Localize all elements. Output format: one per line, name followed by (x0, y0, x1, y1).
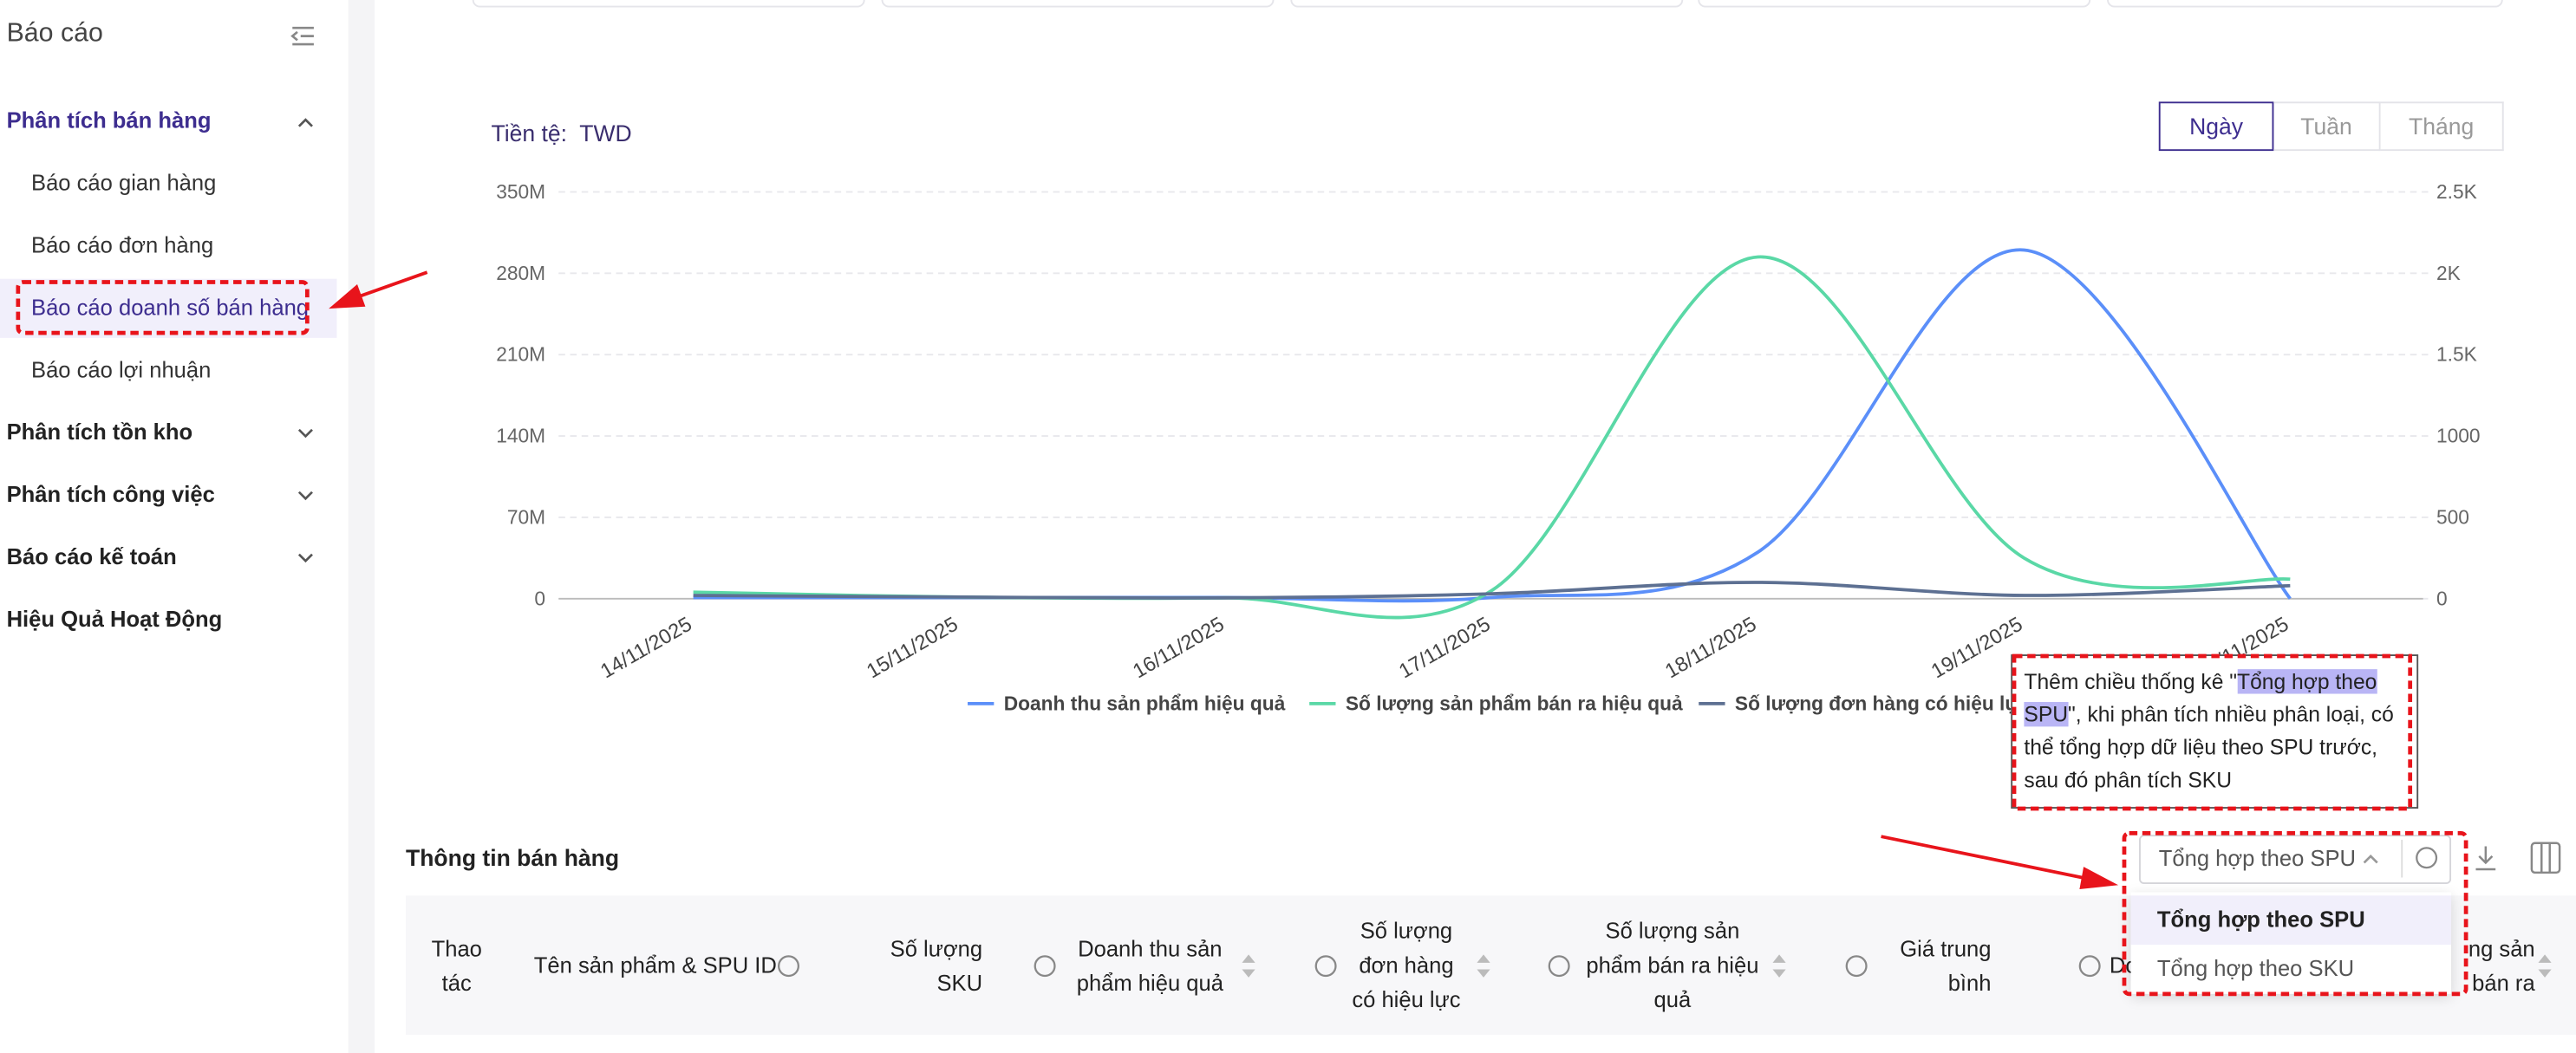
select-value: Tổng hợp theo SPU (2158, 846, 2357, 871)
column-header: Số lượng SKU (890, 935, 983, 995)
currency: Tiền tệ: TWD (492, 120, 632, 146)
legend-label: Số lượng đơn hàng có hiệu lực (1735, 692, 2031, 714)
column-header: Tên sản phẩm & SPU ID (533, 952, 777, 978)
sidebar (0, 0, 349, 1053)
dropdown-menu: Tổng hợp theo SPU Tổng hợp theo SKU (2130, 892, 2452, 994)
menu-item[interactable]: Báo cáo gian hàng (31, 170, 217, 196)
x-tick-label: 16/11/2025 (1129, 614, 1228, 684)
y-tick-label: 280M (496, 262, 545, 284)
menu-group[interactable]: Phân tích tồn kho (6, 419, 193, 445)
y-tick-label: 70M (507, 505, 545, 528)
y2-tick-label: 1000 (2436, 425, 2481, 447)
legend-label: Số lượng sản phẩm bán ra hiệu quả (1346, 692, 1683, 714)
card (2107, 0, 2503, 8)
option-label: Tổng hợp theo SKU (2156, 956, 2355, 981)
menu-group[interactable]: Phân tích bán hàng (6, 107, 212, 133)
tooltip-text: ", khi phân tích nhiều phân loại, có thể… (2024, 701, 2394, 793)
y2-tick-label: 1.5K (2436, 343, 2477, 366)
section-title: Thông tin bán hàng (406, 844, 620, 871)
tooltip-text: Thêm chiều thống kê " (2024, 669, 2238, 694)
menu-group[interactable]: Phân tích công việc (6, 482, 215, 507)
sidebar-title: Báo cáo (6, 19, 103, 48)
y2-tick-label: 2.5K (2436, 180, 2477, 203)
x-tick-label: 18/11/2025 (1661, 614, 1760, 684)
card (1698, 0, 2091, 8)
column-header: Doanh thu sản phẩm hiệu quả (1076, 935, 1223, 995)
legend-label: Doanh thu sản phẩm hiệu quả (1004, 692, 1286, 714)
chart: 0 70M 140M 210M 280M 350M 0 500 1000 1.5K 2K 2.5K 14… (472, 0, 2503, 714)
toolbar-icons (2475, 842, 2561, 874)
dropdown-option[interactable]: Tổng hợp theo SPU (2130, 895, 2452, 946)
menu-group[interactable]: Báo cáo kế toán (6, 544, 177, 569)
card (1290, 0, 1684, 8)
tooltip: Thêm chiều thống kê "Tổng hợp theo SPU",… (2011, 654, 2419, 809)
series-line (693, 248, 2292, 603)
series-line (693, 255, 2291, 620)
tab[interactable]: Tháng (2380, 101, 2504, 152)
column-header: Số lượng đơn hàng có hiệu lực (1352, 918, 1461, 1012)
y-tick-label: 210M (496, 343, 545, 366)
column-header: Thao tác (431, 935, 482, 995)
tab[interactable]: Tuần (2273, 101, 2381, 152)
menu-group[interactable]: Hiệu Quả Hoạt Động (6, 607, 223, 632)
card (881, 0, 1275, 8)
column-header: ng sản bán ra (2468, 935, 2535, 995)
x-tick-label: 15/11/2025 (863, 614, 962, 684)
column-header: Số lượng sản phẩm bán ra hiệu quả (1586, 918, 1759, 1012)
y-tick-label: 0 (534, 587, 545, 609)
y-tick-label: 350M (496, 180, 545, 203)
sidebar-gap (348, 0, 375, 1053)
column-header: Giá trung bình (1900, 935, 1992, 995)
dropdown-option[interactable]: Tổng hợp theo SKU (2131, 945, 2451, 994)
y2-tick-label: 0 (2436, 587, 2448, 609)
x-tick-label: 17/11/2025 (1395, 614, 1494, 684)
option-label: Tổng hợp theo SPU (2156, 907, 2365, 932)
tab[interactable]: Ngày (2158, 101, 2274, 152)
card (472, 0, 865, 8)
y-tick-label: 140M (496, 425, 545, 447)
currency-label: Tiền tệ: (491, 120, 568, 146)
y2-tick-label: 2K (2436, 262, 2461, 284)
menu-item[interactable]: Báo cáo đơn hàng (31, 232, 214, 258)
currency-value: TWD (579, 120, 632, 146)
aggregation-select[interactable]: Tổng hợp theo SPU (2139, 835, 2452, 885)
menu-item[interactable]: Báo cáo lợi nhuận (31, 357, 212, 382)
y2-tick-label: 500 (2436, 505, 2469, 528)
period-tabs: Ngày Tuần Tháng (2158, 101, 2504, 152)
series-line (693, 581, 2291, 600)
x-tick-label: 14/11/2025 (597, 614, 696, 684)
